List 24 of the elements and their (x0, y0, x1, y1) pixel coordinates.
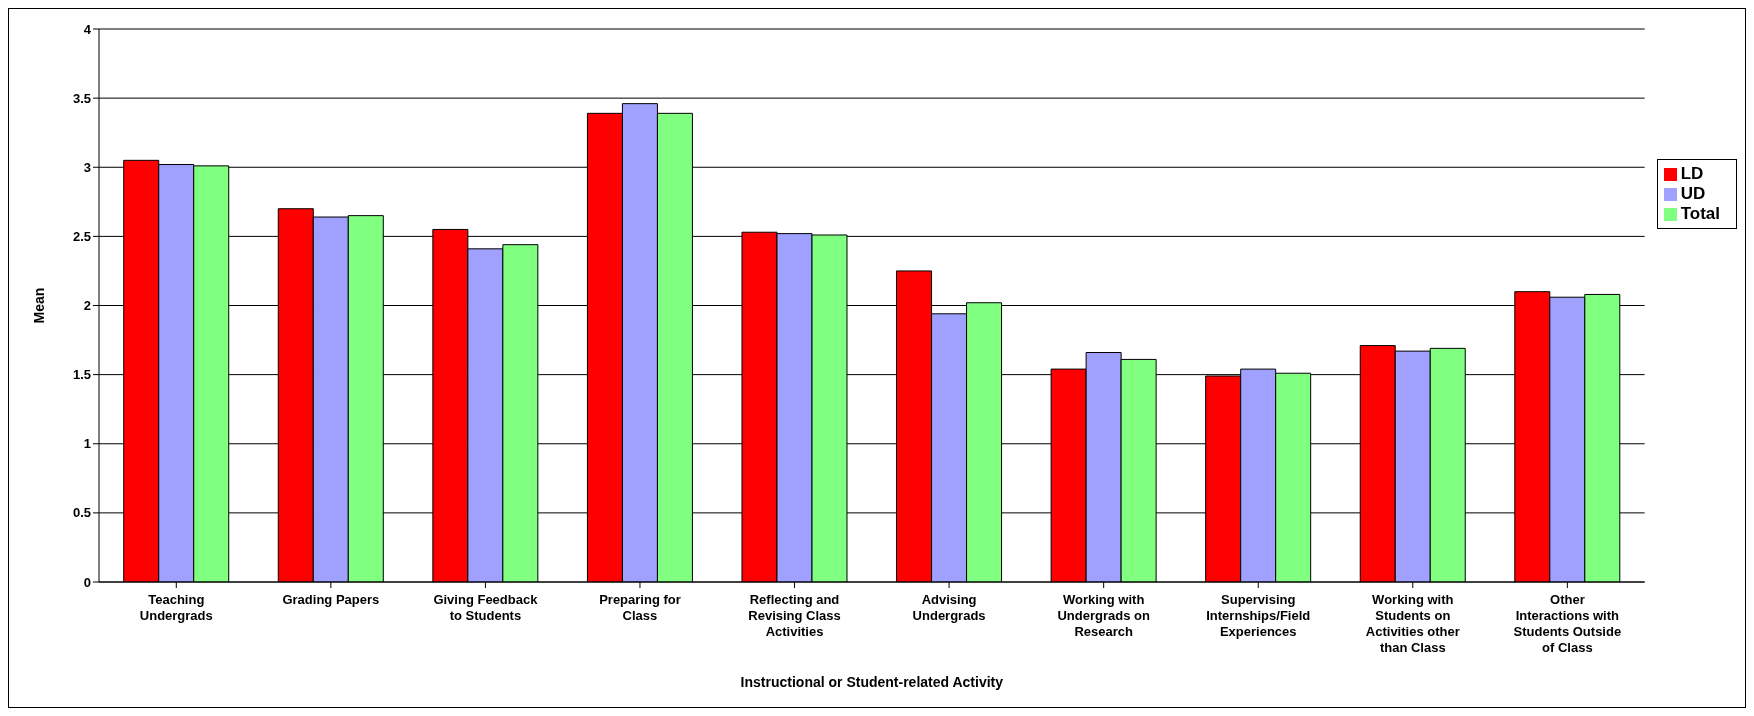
y-tick-label: 1.5 (72, 367, 91, 383)
x-tick-label: Supervising Internships/Field Experiences (1206, 592, 1311, 639)
y-tick-label: 2.5 (72, 228, 91, 244)
y-tick-label: 1 (83, 436, 91, 452)
x-tick-label: Advising Undergrads (912, 592, 986, 623)
y-tick-label: 3.5 (72, 90, 91, 106)
x-tick-label: Preparing for Class (599, 592, 681, 623)
y-tick-label: 3 (83, 159, 91, 175)
x-tick-label: Working with Undergrads on Research (1057, 592, 1150, 639)
x-tick-label: Grading Papers (282, 592, 380, 607)
legend-label: UD (1680, 184, 1706, 203)
y-tick-label: 0 (83, 574, 91, 590)
legend-label: Total (1680, 204, 1720, 223)
y-tick-label: 4 (83, 21, 92, 37)
x-tick-label: Teaching Undergrads (139, 592, 213, 623)
x-tick-label: Working with Students on Activities other than Class (1365, 592, 1460, 655)
x-tick-label: Reflecting and Revising Class Activities (748, 592, 841, 639)
y-tick-label: 0.5 (72, 505, 91, 521)
y-axis-title: Mean (30, 287, 47, 324)
x-tick-label: Other Interactions with Students Outside of Class (1513, 592, 1622, 655)
x-axis-title: Instructional or Student-related Activity (740, 674, 1004, 690)
legend-label: LD (1680, 164, 1704, 183)
x-tick-label: Giving Feedback to Students (433, 592, 539, 623)
y-tick-label: 2 (83, 298, 91, 314)
